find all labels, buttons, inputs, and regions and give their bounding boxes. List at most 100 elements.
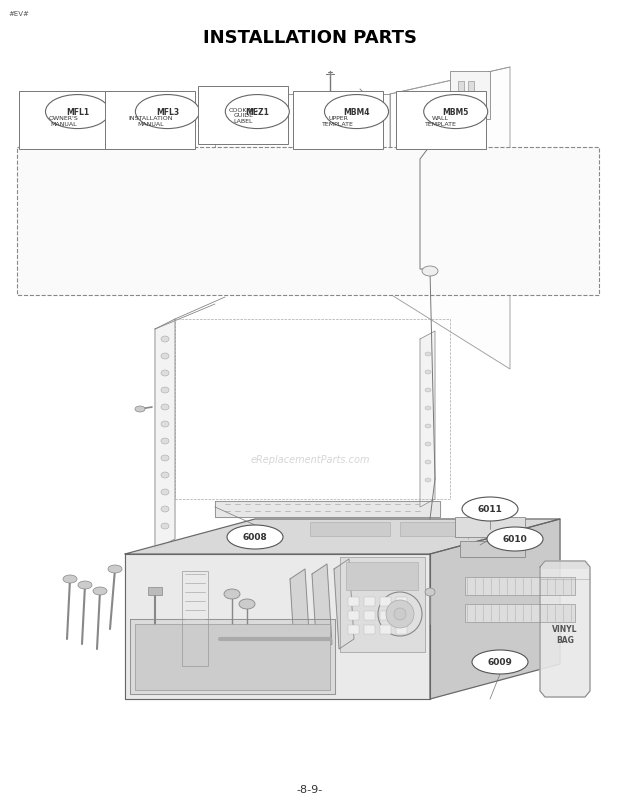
Bar — [455, 517, 525, 537]
Ellipse shape — [161, 422, 169, 427]
Ellipse shape — [161, 370, 169, 377]
Ellipse shape — [425, 442, 431, 446]
Text: #EV#: #EV# — [8, 11, 29, 17]
Polygon shape — [430, 520, 560, 699]
Bar — [364, 611, 375, 620]
Ellipse shape — [425, 370, 431, 374]
Ellipse shape — [472, 650, 528, 675]
Ellipse shape — [425, 479, 431, 483]
Bar — [105, 92, 195, 150]
Bar — [460, 541, 525, 557]
Ellipse shape — [378, 593, 422, 636]
Bar — [396, 597, 407, 606]
Polygon shape — [125, 520, 560, 554]
Ellipse shape — [467, 97, 475, 105]
Bar — [400, 522, 480, 536]
Bar — [198, 87, 288, 145]
Bar — [346, 562, 418, 590]
Bar — [148, 587, 162, 595]
Ellipse shape — [462, 497, 518, 521]
Text: WALL
TEMPLATE: WALL TEMPLATE — [425, 116, 456, 127]
Bar — [310, 522, 390, 536]
Bar — [340, 557, 425, 652]
Ellipse shape — [135, 96, 200, 129]
Text: eReplacementParts.com: eReplacementParts.com — [250, 454, 370, 464]
Text: MFL1: MFL1 — [66, 108, 89, 117]
Ellipse shape — [161, 507, 169, 512]
Ellipse shape — [239, 599, 255, 609]
Ellipse shape — [227, 525, 283, 549]
Ellipse shape — [161, 353, 169, 360]
Ellipse shape — [224, 589, 240, 599]
Polygon shape — [540, 561, 590, 697]
Text: MBM4: MBM4 — [343, 108, 370, 117]
Bar — [364, 597, 375, 606]
Bar — [450, 72, 490, 120]
Polygon shape — [130, 619, 335, 694]
Text: 6010: 6010 — [503, 535, 528, 544]
Polygon shape — [155, 320, 175, 549]
Bar — [465, 577, 575, 595]
Text: OWNER'S
MANUAL: OWNER'S MANUAL — [49, 116, 79, 127]
Text: 6011: 6011 — [477, 505, 502, 514]
Polygon shape — [312, 565, 332, 654]
Ellipse shape — [161, 336, 169, 343]
Text: 6008: 6008 — [242, 533, 267, 542]
Ellipse shape — [161, 438, 169, 444]
Bar — [19, 92, 108, 150]
Ellipse shape — [422, 267, 438, 277]
Ellipse shape — [78, 581, 92, 589]
Ellipse shape — [161, 455, 169, 462]
Bar — [396, 626, 407, 634]
Polygon shape — [390, 68, 510, 369]
Bar — [293, 92, 383, 150]
Text: 6009: 6009 — [487, 658, 513, 666]
Polygon shape — [420, 332, 435, 507]
Text: UPPER
TEMPLATE: UPPER TEMPLATE — [322, 116, 354, 127]
Ellipse shape — [161, 388, 169, 393]
Bar — [348, 597, 359, 606]
Polygon shape — [290, 569, 310, 659]
Bar — [396, 92, 485, 150]
Ellipse shape — [425, 389, 431, 393]
Bar — [17, 148, 599, 296]
Bar — [348, 626, 359, 634]
Ellipse shape — [93, 587, 107, 595]
Ellipse shape — [324, 96, 389, 129]
Bar — [458, 82, 464, 94]
Ellipse shape — [425, 425, 431, 429]
Ellipse shape — [423, 96, 488, 129]
Ellipse shape — [225, 96, 290, 129]
Ellipse shape — [161, 472, 169, 479]
Text: INSTALLATION PARTS: INSTALLATION PARTS — [203, 29, 417, 47]
Text: MFL3: MFL3 — [156, 108, 179, 117]
Ellipse shape — [135, 406, 145, 413]
Ellipse shape — [425, 406, 431, 410]
Polygon shape — [334, 560, 354, 649]
Ellipse shape — [425, 589, 435, 597]
Polygon shape — [215, 501, 440, 517]
Bar — [465, 604, 575, 622]
Ellipse shape — [425, 353, 431, 357]
Ellipse shape — [425, 460, 431, 464]
Bar — [380, 597, 391, 606]
Text: COOKING
GUIDE
LABEL: COOKING GUIDE LABEL — [228, 108, 259, 124]
Bar — [364, 626, 375, 634]
Polygon shape — [215, 95, 390, 295]
Bar — [380, 626, 391, 634]
Text: INSTALLATION
MANUAL: INSTALLATION MANUAL — [128, 116, 172, 127]
Ellipse shape — [161, 524, 169, 529]
Ellipse shape — [161, 405, 169, 410]
Text: MBM5: MBM5 — [443, 108, 469, 117]
Ellipse shape — [108, 565, 122, 573]
Bar — [135, 624, 330, 690]
Bar — [380, 611, 391, 620]
Bar — [348, 611, 359, 620]
Polygon shape — [125, 554, 430, 699]
Ellipse shape — [386, 601, 414, 628]
Bar — [396, 611, 407, 620]
Ellipse shape — [394, 608, 406, 620]
Text: VINYL
BAG: VINYL BAG — [552, 625, 578, 644]
Bar — [468, 82, 474, 94]
Ellipse shape — [161, 489, 169, 495]
